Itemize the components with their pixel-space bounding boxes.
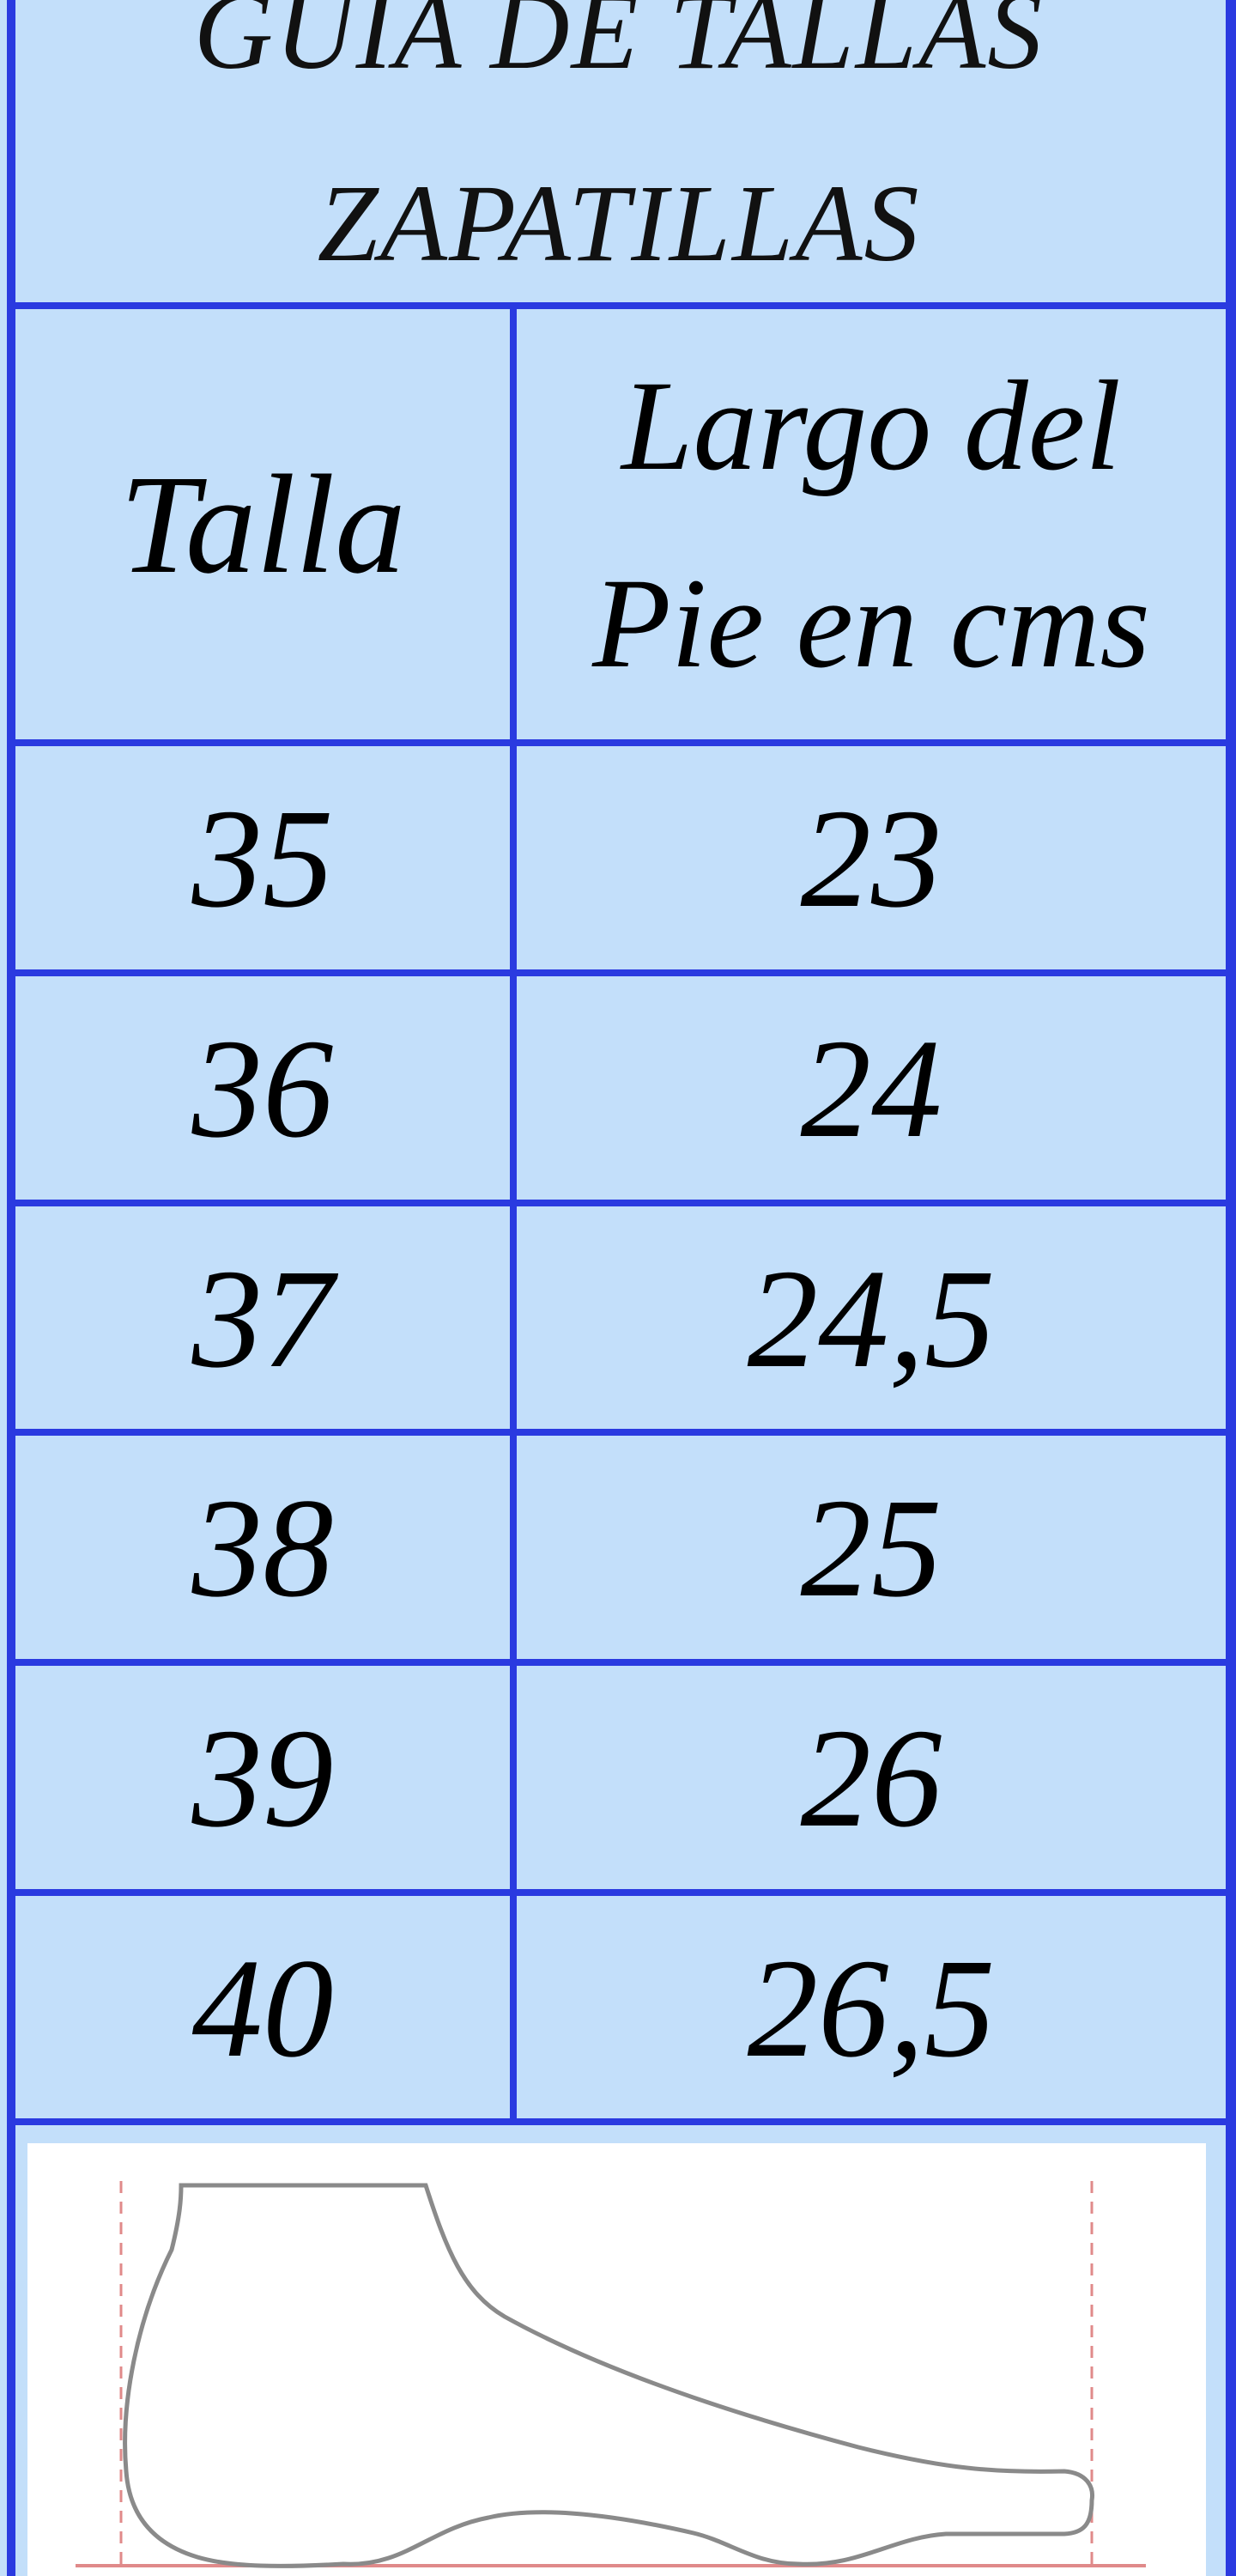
row-divider [9, 1200, 1236, 1206]
row-divider [9, 302, 1236, 309]
size-cell: 36 [191, 1009, 334, 1167]
foot-length-cell: 23 [800, 779, 942, 937]
size-cell: 39 [191, 1698, 334, 1856]
title-line-1: GUIA DE TALLAS [193, 0, 1045, 92]
size-cell: 38 [191, 1468, 334, 1626]
foot-outline [123, 2183, 1095, 2568]
foot-illustration-panel [27, 2143, 1206, 2576]
table-border-right [1226, 0, 1236, 2576]
foot-outline-icon [76, 2181, 1146, 2568]
foot-length-cell: 24,5 [747, 1239, 996, 1397]
header-length-line-2: Pie en cms [592, 551, 1150, 695]
header-length-line-1: Largo del [621, 354, 1121, 497]
foot-length-cell: 25 [800, 1468, 942, 1626]
size-cell: 37 [191, 1239, 334, 1397]
row-divider [9, 1659, 1236, 1666]
table-border-left [7, 0, 15, 2576]
row-divider [9, 1429, 1236, 1436]
foot-length-cell: 24 [800, 1009, 942, 1167]
title-line-2: ZAPATILLAS [317, 162, 921, 284]
size-cell: 40 [191, 1929, 334, 2087]
row-divider [9, 739, 1236, 746]
row-divider [9, 2118, 1236, 2125]
row-divider [9, 1889, 1236, 1896]
header-length: Largo del Pie en cms [517, 309, 1226, 739]
foot-length-cell: 26 [800, 1698, 942, 1856]
size-cell: 35 [191, 779, 334, 937]
column-divider [510, 306, 517, 2124]
row-divider [9, 969, 1236, 976]
header-size: Talla [119, 445, 406, 603]
foot-length-cell: 26,5 [747, 1929, 996, 2087]
